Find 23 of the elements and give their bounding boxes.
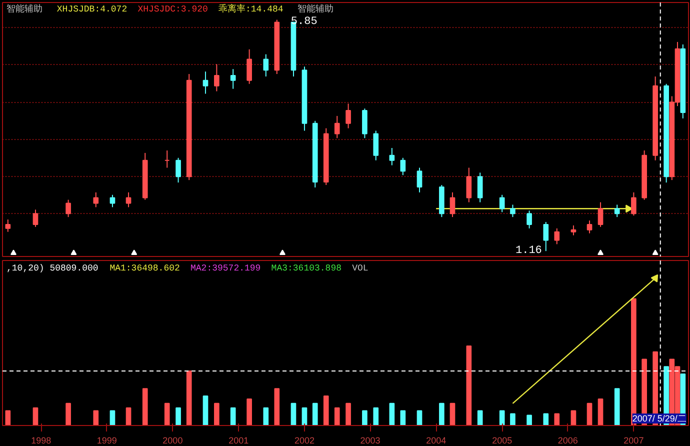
annotation: 智能辅助 [6,4,42,14]
annotation: 5.85 [290,16,318,28]
x-tick-label: 1998 [31,436,52,446]
text: MA3:36103.898 [271,264,342,274]
x-tick-label: 2001 [228,436,249,446]
x-tick-label: 2004 [426,436,446,446]
x-tick-label: 2003 [360,436,380,446]
ref-line-label: 2007/ 5/29/二 [632,414,686,424]
text: VOL [352,264,368,274]
x-tick-label: 1999 [96,436,117,446]
text: MA1:36498.602 [110,264,180,274]
x-tick-label: 2007 [624,436,644,446]
text: MA2:39572.199 [190,264,261,274]
x-tick-label: 2000 [162,436,183,446]
annotation: XHJSJDC:3.920 [138,4,208,14]
text: ,10,20) 50809.000 [6,264,98,274]
annotation: 1.16 [515,245,542,258]
annotation: 智能辅助 [298,4,334,14]
x-tick-label: 2002 [294,436,315,446]
x-tick-label: 2005 [492,436,512,446]
x-tick-label: 2006 [558,436,578,446]
annotation: 乖离率:14.484 [218,4,284,14]
annotation: XHJSJDB:4.072 [56,4,128,14]
